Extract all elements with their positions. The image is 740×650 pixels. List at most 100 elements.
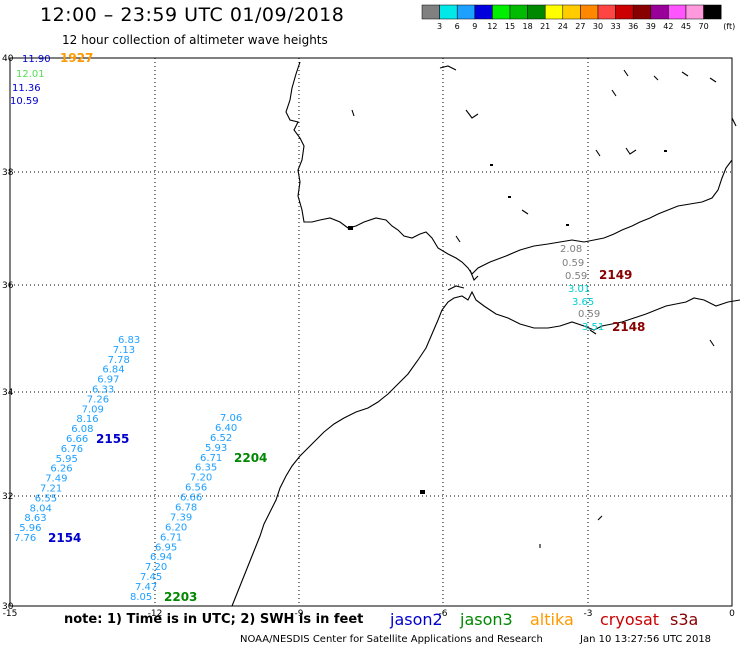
page-title: 12:00 – 23:59 UTC 01/09/2018	[40, 4, 345, 26]
legend-swatch	[580, 4, 599, 20]
swh-value: 2.08	[560, 244, 582, 255]
lat-tick-label: 34	[2, 388, 14, 398]
legend-label: 21	[540, 22, 550, 31]
legend-label: 12	[487, 22, 497, 31]
legend-swatch	[421, 4, 440, 20]
legend-swatch	[492, 4, 511, 20]
lon-tick-label: -12	[148, 609, 163, 619]
lat-lon-grid	[10, 58, 732, 606]
altimeter-tracks: 11.90 12.01 11.36 10.59 1927 6.837.137.786.84…	[10, 51, 645, 604]
longitude-labels: -15 -12 -9 -6 -3 0	[3, 609, 735, 619]
islands	[348, 150, 667, 494]
swh-value: 6.94	[150, 552, 172, 563]
coastline	[231, 61, 740, 607]
satellite-s3a: s3a	[670, 610, 699, 629]
swh-value: 5.96	[19, 523, 41, 534]
satellite-altika: altika	[530, 610, 574, 629]
lat-tick-label: 36	[2, 281, 14, 291]
swh-value: 0.59	[578, 309, 600, 320]
swh-value: 2155	[96, 432, 129, 446]
satellite-cryosat: cryosat	[600, 610, 660, 629]
swh-value: 6.97	[97, 375, 119, 386]
legend-swatch	[668, 4, 687, 20]
swh-value: 7.76	[14, 533, 36, 544]
legend-label: 9	[472, 22, 477, 31]
swh-value: 8.63	[24, 513, 46, 524]
legend-label: 36	[628, 22, 638, 31]
legend-swatch	[474, 4, 493, 20]
swh-value: 7.21	[40, 484, 62, 495]
lon-tick-label: -6	[439, 609, 448, 619]
swh-value: 0.59	[562, 258, 584, 269]
generated-timestamp: Jan 10 13:27:56 UTC 2018	[580, 634, 712, 645]
swh-value: 5.93	[205, 443, 227, 454]
legend-swatch	[439, 4, 458, 20]
legend-label: 3	[437, 22, 442, 31]
swh-value: 6.83	[118, 335, 140, 346]
swh-value: 6.40	[215, 423, 237, 434]
swh-value: 6.84	[102, 365, 124, 376]
swh-value: 3.51	[582, 322, 604, 333]
credit-footer: NOAA/NESDIS Center for Satellite Applica…	[240, 634, 543, 645]
lon-tick-label: -15	[3, 609, 18, 619]
legend-label: 30	[593, 22, 603, 31]
lat-tick-label: 32	[2, 492, 13, 502]
swh-value: 7.06	[220, 413, 242, 424]
swh-value: 7.49	[45, 474, 67, 485]
swh-value: 6.52	[210, 433, 232, 444]
satellite-jason3: jason3	[460, 610, 513, 629]
swh-value: 6.66	[180, 493, 202, 504]
swh-value: 7.13	[113, 345, 135, 356]
swh-value: 0.59	[565, 271, 587, 282]
legend-swatch	[509, 4, 528, 20]
legend-label: 39	[646, 22, 656, 31]
map-frame	[9, 57, 733, 607]
legend-swatch	[597, 4, 616, 20]
swh-value: 8.04	[30, 503, 52, 514]
legend-label: 24	[558, 22, 568, 31]
lat-tick-label: 40	[2, 54, 14, 64]
swh-value: 7.09	[82, 404, 104, 415]
legend-label: 6	[455, 22, 460, 31]
units-note: note: 1) Time is in UTC; 2) SWH is in fe…	[64, 612, 364, 627]
swh-value: 11.90	[22, 54, 51, 65]
swh-value: 6.76	[61, 444, 83, 455]
swh-value: 7.20	[145, 562, 167, 573]
swh-value: 2204	[234, 451, 267, 465]
swh-value: 6.95	[155, 542, 177, 553]
legend-swatch	[650, 4, 669, 20]
swh-value: 7.39	[170, 512, 192, 523]
lon-tick-label: -3	[584, 609, 593, 619]
swh-value: 3.65	[572, 297, 594, 308]
legend-label: 45	[681, 22, 691, 31]
legend-swatch	[562, 4, 581, 20]
swh-value: 2148	[612, 320, 645, 334]
legend-unit: (ft)	[723, 22, 735, 31]
swh-value: 6.66	[66, 434, 88, 445]
swh-value: 7.45	[140, 572, 162, 583]
swh-value: 2149	[599, 268, 632, 282]
swh-value: 6.33	[92, 385, 114, 396]
legend-swatch	[527, 4, 546, 20]
lat-tick-label: 30	[2, 602, 14, 612]
legend-label: 15	[505, 22, 515, 31]
swh-value: 2203	[164, 590, 197, 604]
swh-value: 6.71	[160, 532, 182, 543]
swh-value: 12.01	[16, 69, 45, 80]
legend-swatch	[615, 4, 634, 20]
satellite-jason2: jason2	[390, 610, 443, 629]
color-scale-legend: 3 6 9 12 15 18 21 24 27 30 33 36 39 42 45 70 (ft)	[421, 4, 735, 31]
legend-swatch	[544, 4, 564, 20]
legend-label: 27	[575, 22, 585, 31]
swh-value: 6.55	[35, 493, 57, 504]
swh-value: 6.56	[185, 483, 207, 494]
swh-value: 6.35	[195, 463, 217, 474]
swh-value: 2154	[48, 531, 81, 545]
lat-tick-label: 38	[2, 168, 14, 178]
swh-value: 6.08	[71, 424, 93, 435]
lon-tick-label: -9	[295, 609, 304, 619]
legend-swatch	[632, 4, 652, 20]
swh-value: 1927	[60, 51, 93, 65]
swh-value: 6.78	[175, 503, 197, 514]
